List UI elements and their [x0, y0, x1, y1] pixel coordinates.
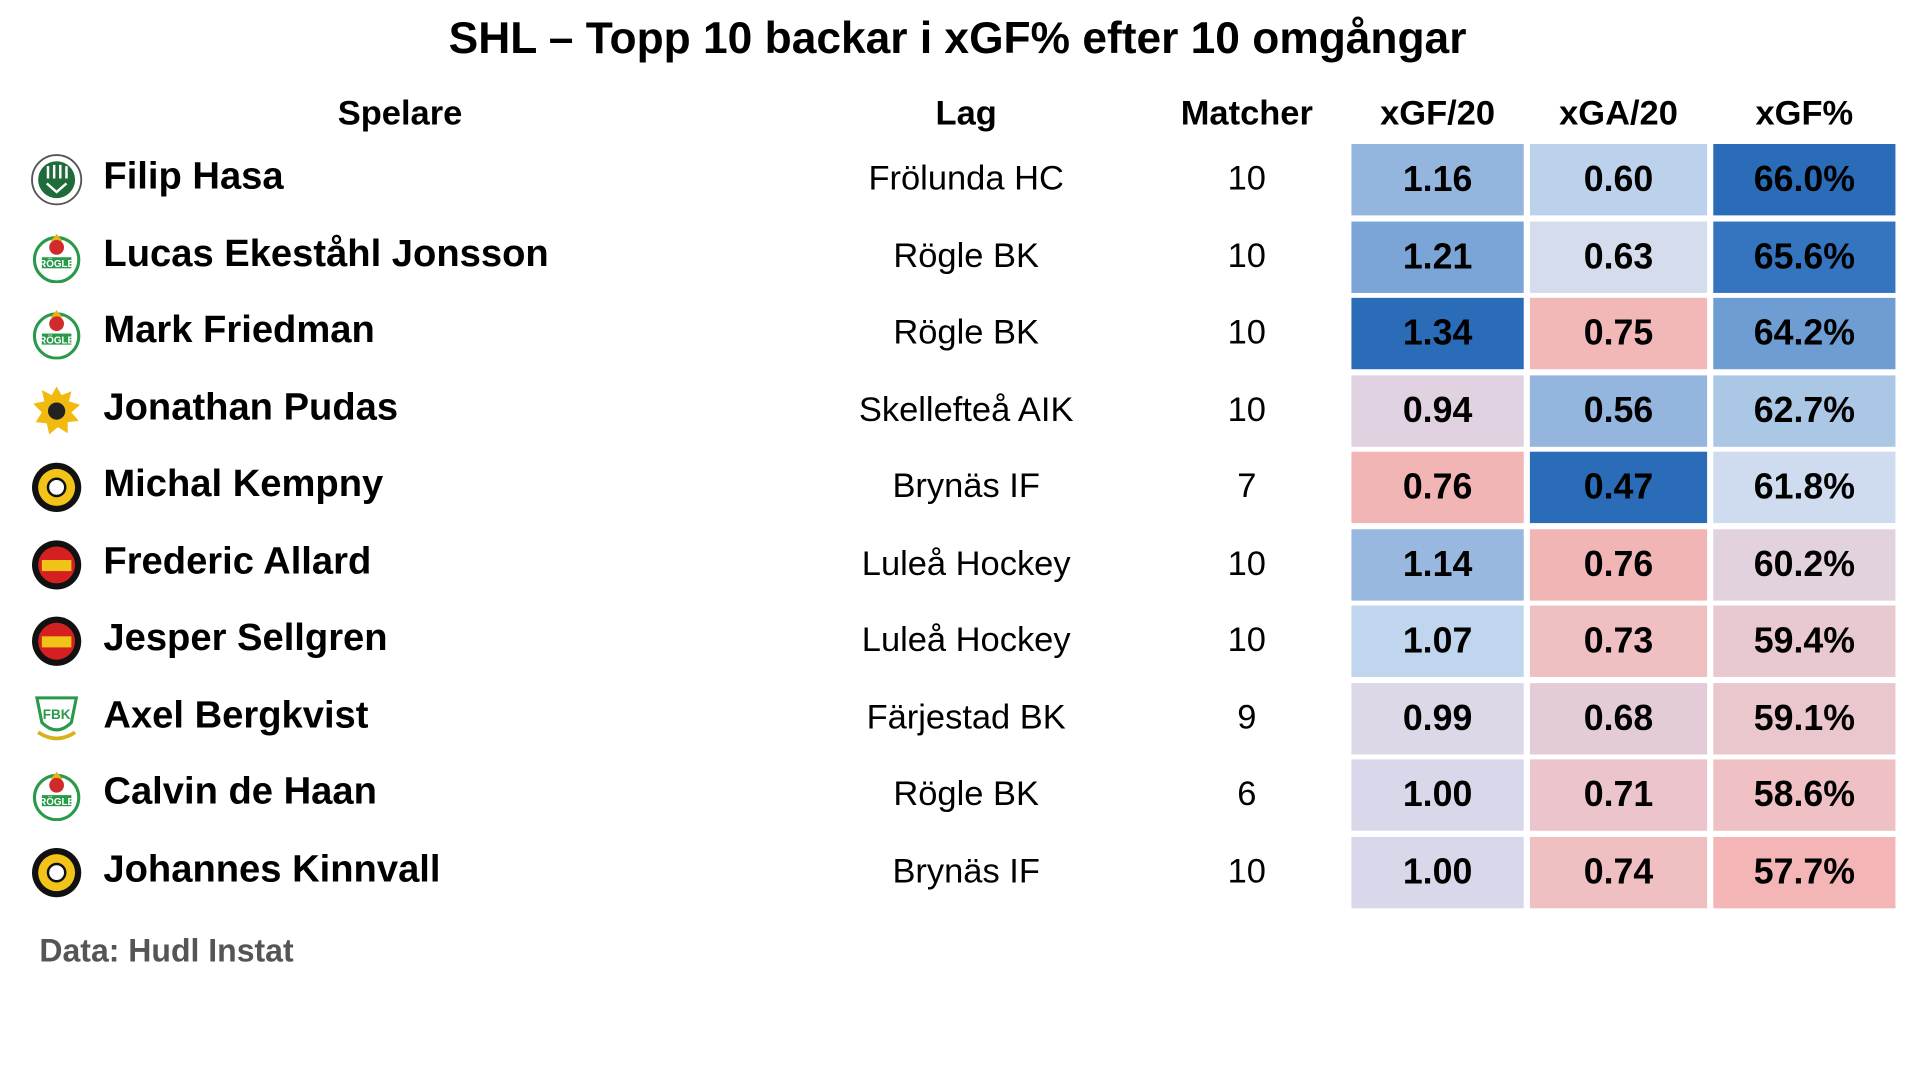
xgfpct-cell: 62.7% — [1713, 374, 1896, 447]
farjestad-logo-icon: FBK — [35, 695, 79, 740]
team-name: Frölunda HC — [868, 158, 1064, 197]
player-name: Johannes Kinnvall — [103, 846, 441, 890]
skelleftea-logo-icon — [33, 385, 81, 434]
lulea-logo-icon — [32, 539, 82, 589]
xgf20-cell: 1.14 — [1351, 528, 1524, 601]
xga20-cell: 0.75 — [1529, 297, 1708, 370]
lulea-logo-icon — [32, 616, 82, 666]
table-row: Michal Kempny Brynäs IF 7 0.76 0.47 61.8% — [0, 451, 1920, 524]
xga20-cell: 0.63 — [1529, 220, 1708, 293]
xgfpct-cell: 61.8% — [1713, 451, 1896, 524]
page-title: SHL – Topp 10 backar i xGF% efter 10 omg… — [448, 12, 1467, 63]
header-xga20: xGA/20 — [1559, 93, 1678, 132]
player-name: Jonathan Pudas — [103, 384, 399, 428]
xgf20-cell: 1.00 — [1351, 759, 1524, 831]
games-played: 10 — [1227, 158, 1266, 197]
team-name: Luleå Hockey — [861, 620, 1071, 659]
games-played: 7 — [1237, 466, 1257, 505]
table-row: RÖGLE Mark Friedman Rögle BK 10 1.34 0.75 64.2… — [0, 297, 1920, 370]
rogle-logo-icon: RÖGLE — [32, 233, 81, 283]
table-row: FBK Axel Bergkvist Färjestad BK 9 0.99 0.68 59… — [0, 682, 1920, 754]
xga20-cell: 0.56 — [1529, 374, 1708, 447]
xgf20-cell: 0.94 — [1351, 374, 1524, 447]
team-name: Rögle BK — [893, 774, 1039, 813]
xga20-cell: 0.76 — [1529, 528, 1708, 601]
data-source: Data: Hudl Instat — [39, 931, 294, 969]
xgf20-cell: 1.34 — [1351, 297, 1524, 370]
games-played: 10 — [1227, 389, 1266, 428]
games-played: 10 — [1227, 620, 1266, 659]
xgfpct-cell: 59.1% — [1713, 682, 1896, 754]
table-row: Johannes Kinnvall Brynäs IF 10 1.00 0.74 57.7… — [0, 836, 1920, 908]
svg-text:RÖGLE: RÖGLE — [39, 797, 74, 808]
table-row: RÖGLE Calvin de Haan Rögle BK 6 1.00 0.71 58.6… — [0, 759, 1920, 831]
xgfpct-cell: 60.2% — [1713, 528, 1896, 601]
xgf20-cell: 1.07 — [1351, 605, 1524, 677]
player-name: Michal Kempny — [103, 461, 384, 505]
xgf20-cell: 1.00 — [1351, 836, 1524, 908]
player-name: Calvin de Haan — [103, 769, 377, 813]
xgf20-cell: 0.99 — [1351, 682, 1524, 754]
games-played: 10 — [1227, 235, 1266, 274]
xgf20-cell: 0.76 — [1351, 451, 1524, 524]
header-xgfpct: xGF% — [1755, 93, 1854, 132]
rogle-logo-icon: RÖGLE — [32, 771, 81, 821]
xga20-cell: 0.68 — [1529, 682, 1708, 754]
team-name: Brynäs IF — [892, 851, 1040, 890]
player-name: Jesper Sellgren — [103, 615, 388, 659]
header-xgf20: xGF/20 — [1380, 93, 1496, 132]
player-name: Axel Bergkvist — [103, 692, 369, 736]
xgf20-cell: 1.16 — [1351, 144, 1524, 216]
player-name: Lucas Ekeståhl Jonsson — [103, 230, 549, 274]
xgfpct-cell: 59.4% — [1713, 605, 1896, 677]
games-played: 10 — [1227, 543, 1266, 582]
svg-text:RÖGLE: RÖGLE — [39, 258, 74, 269]
team-name: Rögle BK — [893, 312, 1039, 351]
svg-text:FBK: FBK — [43, 706, 71, 721]
header-games: Matcher — [1180, 93, 1313, 132]
svg-text:RÖGLE: RÖGLE — [39, 335, 74, 346]
xga20-cell: 0.74 — [1529, 836, 1708, 908]
xga20-cell: 0.71 — [1529, 759, 1708, 831]
player-name: Mark Friedman — [103, 307, 375, 351]
team-name: Brynäs IF — [892, 466, 1040, 505]
table-row: Jesper Sellgren Luleå Hockey 10 1.07 0.73 59.… — [0, 605, 1920, 677]
xga20-cell: 0.73 — [1529, 605, 1708, 677]
player-name: Frederic Allard — [103, 538, 372, 582]
header-team: Lag — [935, 93, 997, 132]
frolunda-logo-icon — [31, 154, 83, 206]
xgfpct-cell: 66.0% — [1713, 144, 1896, 216]
xgfpct-cell: 58.6% — [1713, 759, 1896, 831]
team-name: Luleå Hockey — [861, 543, 1071, 582]
xgfpct-cell: 57.7% — [1713, 836, 1896, 908]
brynas-logo-icon — [32, 847, 82, 897]
games-played: 6 — [1237, 774, 1257, 813]
xga20-cell: 0.60 — [1529, 144, 1708, 216]
table-row: Filip Hasa Frölunda HC 10 1.16 0.60 66.0% — [0, 144, 1920, 216]
table-row: Jonathan Pudas Skellefteå AIK 10 0.94 0.56 62… — [0, 374, 1920, 447]
table-row: RÖGLE Lucas Ekeståhl Jonsson Rögle BK 10 1.2… — [0, 220, 1920, 293]
xga20-cell: 0.47 — [1529, 451, 1708, 524]
xgfpct-cell: 65.6% — [1713, 220, 1896, 293]
player-name: Filip Hasa — [103, 153, 284, 197]
games-played: 9 — [1237, 697, 1257, 736]
xgf20-cell: 1.21 — [1351, 220, 1524, 293]
team-name: Rögle BK — [893, 235, 1039, 274]
brynas-logo-icon — [32, 462, 82, 513]
rogle-logo-icon: RÖGLE — [32, 310, 81, 360]
games-played: 10 — [1227, 851, 1266, 890]
header-player: Spelare — [337, 93, 463, 132]
team-name: Skellefteå AIK — [858, 389, 1074, 428]
team-name: Färjestad BK — [866, 697, 1066, 736]
xgfpct-cell: 64.2% — [1713, 297, 1896, 370]
table-row: Frederic Allard Luleå Hockey 10 1.14 0.76 60.… — [0, 528, 1920, 601]
games-played: 10 — [1227, 312, 1266, 351]
